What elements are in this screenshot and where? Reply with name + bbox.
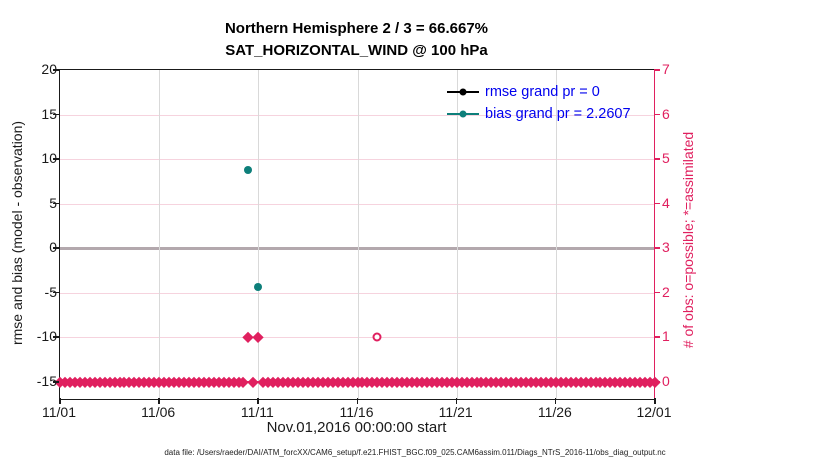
- possible-obs-marker: [372, 332, 382, 342]
- bias-line-swatch-icon: [447, 110, 479, 118]
- bias-data-point: [244, 165, 253, 174]
- legend-item-rmse: rmse grand pr = 0: [447, 81, 631, 103]
- x-axis-label: Nov.01,2016 00:00:00 start: [266, 419, 447, 436]
- vertical-gridline: [456, 70, 458, 399]
- y-axis-label-left: rmse and bias (model - observation): [9, 120, 25, 346]
- assimilated-obs-marker: [253, 332, 264, 343]
- right-axis-tick: [654, 69, 660, 71]
- right-axis-tick: [654, 381, 660, 383]
- right-tick-label: 0: [662, 373, 670, 390]
- vertical-gridline: [357, 70, 359, 399]
- y-axis-tick: [53, 247, 59, 249]
- x-tick-label: 11/16: [339, 404, 374, 420]
- y-tick-label: 20: [41, 61, 57, 77]
- y-axis-tick: [53, 202, 59, 205]
- legend-item-bias: bias grand pr = 2.2607: [447, 103, 631, 125]
- y-tick-label: -5: [44, 283, 57, 300]
- y-axis-tick: [53, 69, 59, 71]
- rmse-line-swatch-icon: [447, 88, 479, 96]
- right-axis-tick: [654, 336, 660, 338]
- chart-subtitle: SAT_HORIZONTAL_WIND @ 100 hPa: [225, 42, 488, 59]
- x-tick-label: 11/11: [240, 404, 274, 420]
- x-tick-label: 11/06: [141, 404, 176, 420]
- legend-label-rmse: rmse grand pr = 0: [485, 84, 600, 100]
- y-tick-label: 10: [41, 150, 57, 167]
- y-axis-tick: [53, 291, 59, 294]
- x-tick-label: 12/01: [636, 404, 672, 420]
- right-axis-tick: [654, 291, 660, 294]
- x-axis-tick: [554, 398, 557, 404]
- right-axis-spine: [654, 69, 655, 398]
- bias-data-point: [254, 282, 263, 291]
- y-tick-label: -10: [36, 328, 57, 345]
- right-axis-tick: [654, 202, 660, 205]
- x-axis-tick: [356, 398, 358, 404]
- right-axis-tick: [654, 247, 660, 249]
- right-tick-label: 5: [662, 150, 670, 167]
- y-axis-tick: [53, 113, 59, 116]
- assimilated-obs-marker: [243, 332, 254, 343]
- y-axis-label-right: # of obs: o=possible; *=assimilated: [680, 131, 696, 349]
- vertical-gridline: [555, 70, 557, 399]
- x-axis-tick: [455, 398, 458, 404]
- x-tick-label: 11/01: [42, 404, 76, 420]
- right-axis-tick: [654, 113, 660, 116]
- x-axis-tick: [59, 398, 61, 404]
- right-tick-label: 7: [662, 61, 670, 77]
- y-tick-label: 5: [49, 194, 57, 211]
- y-axis-tick: [53, 158, 59, 160]
- y-tick-label: 15: [41, 105, 57, 122]
- y-tick-label: 0: [49, 239, 57, 256]
- x-tick-label: 11/26: [537, 404, 572, 420]
- x-tick-label: 11/21: [438, 404, 473, 420]
- right-tick-label: 1: [662, 328, 670, 345]
- vertical-gridline: [258, 70, 260, 399]
- chart-title: Northern Hemisphere 2 / 3 = 66.667%: [224, 20, 489, 37]
- right-tick-label: 4: [662, 194, 670, 211]
- y-axis-tick: [53, 381, 59, 383]
- plot-data-layer: [54, 70, 661, 399]
- vertical-gridline: [159, 70, 161, 399]
- chart-title-block: Northern Hemisphere 2 / 3 = 66.667% SAT_…: [59, 18, 654, 62]
- legend-label-bias: bias grand pr = 2.2607: [485, 106, 631, 122]
- right-tick-label: 6: [662, 105, 670, 122]
- y-tick-label: -15: [36, 373, 57, 390]
- x-axis-tick: [158, 398, 160, 404]
- y-axis-tick: [53, 336, 59, 338]
- legend: rmse grand pr = 0 bias grand pr = 2.2607: [447, 81, 631, 125]
- right-tick-label: 2: [662, 283, 670, 300]
- x-axis-tick: [654, 398, 656, 404]
- data-file-caption: data file: /Users/raeder/DAI/ATM_forcXX/…: [164, 448, 666, 457]
- right-tick-label: 3: [662, 239, 670, 256]
- right-axis-tick: [654, 158, 660, 160]
- x-axis-tick: [257, 398, 259, 404]
